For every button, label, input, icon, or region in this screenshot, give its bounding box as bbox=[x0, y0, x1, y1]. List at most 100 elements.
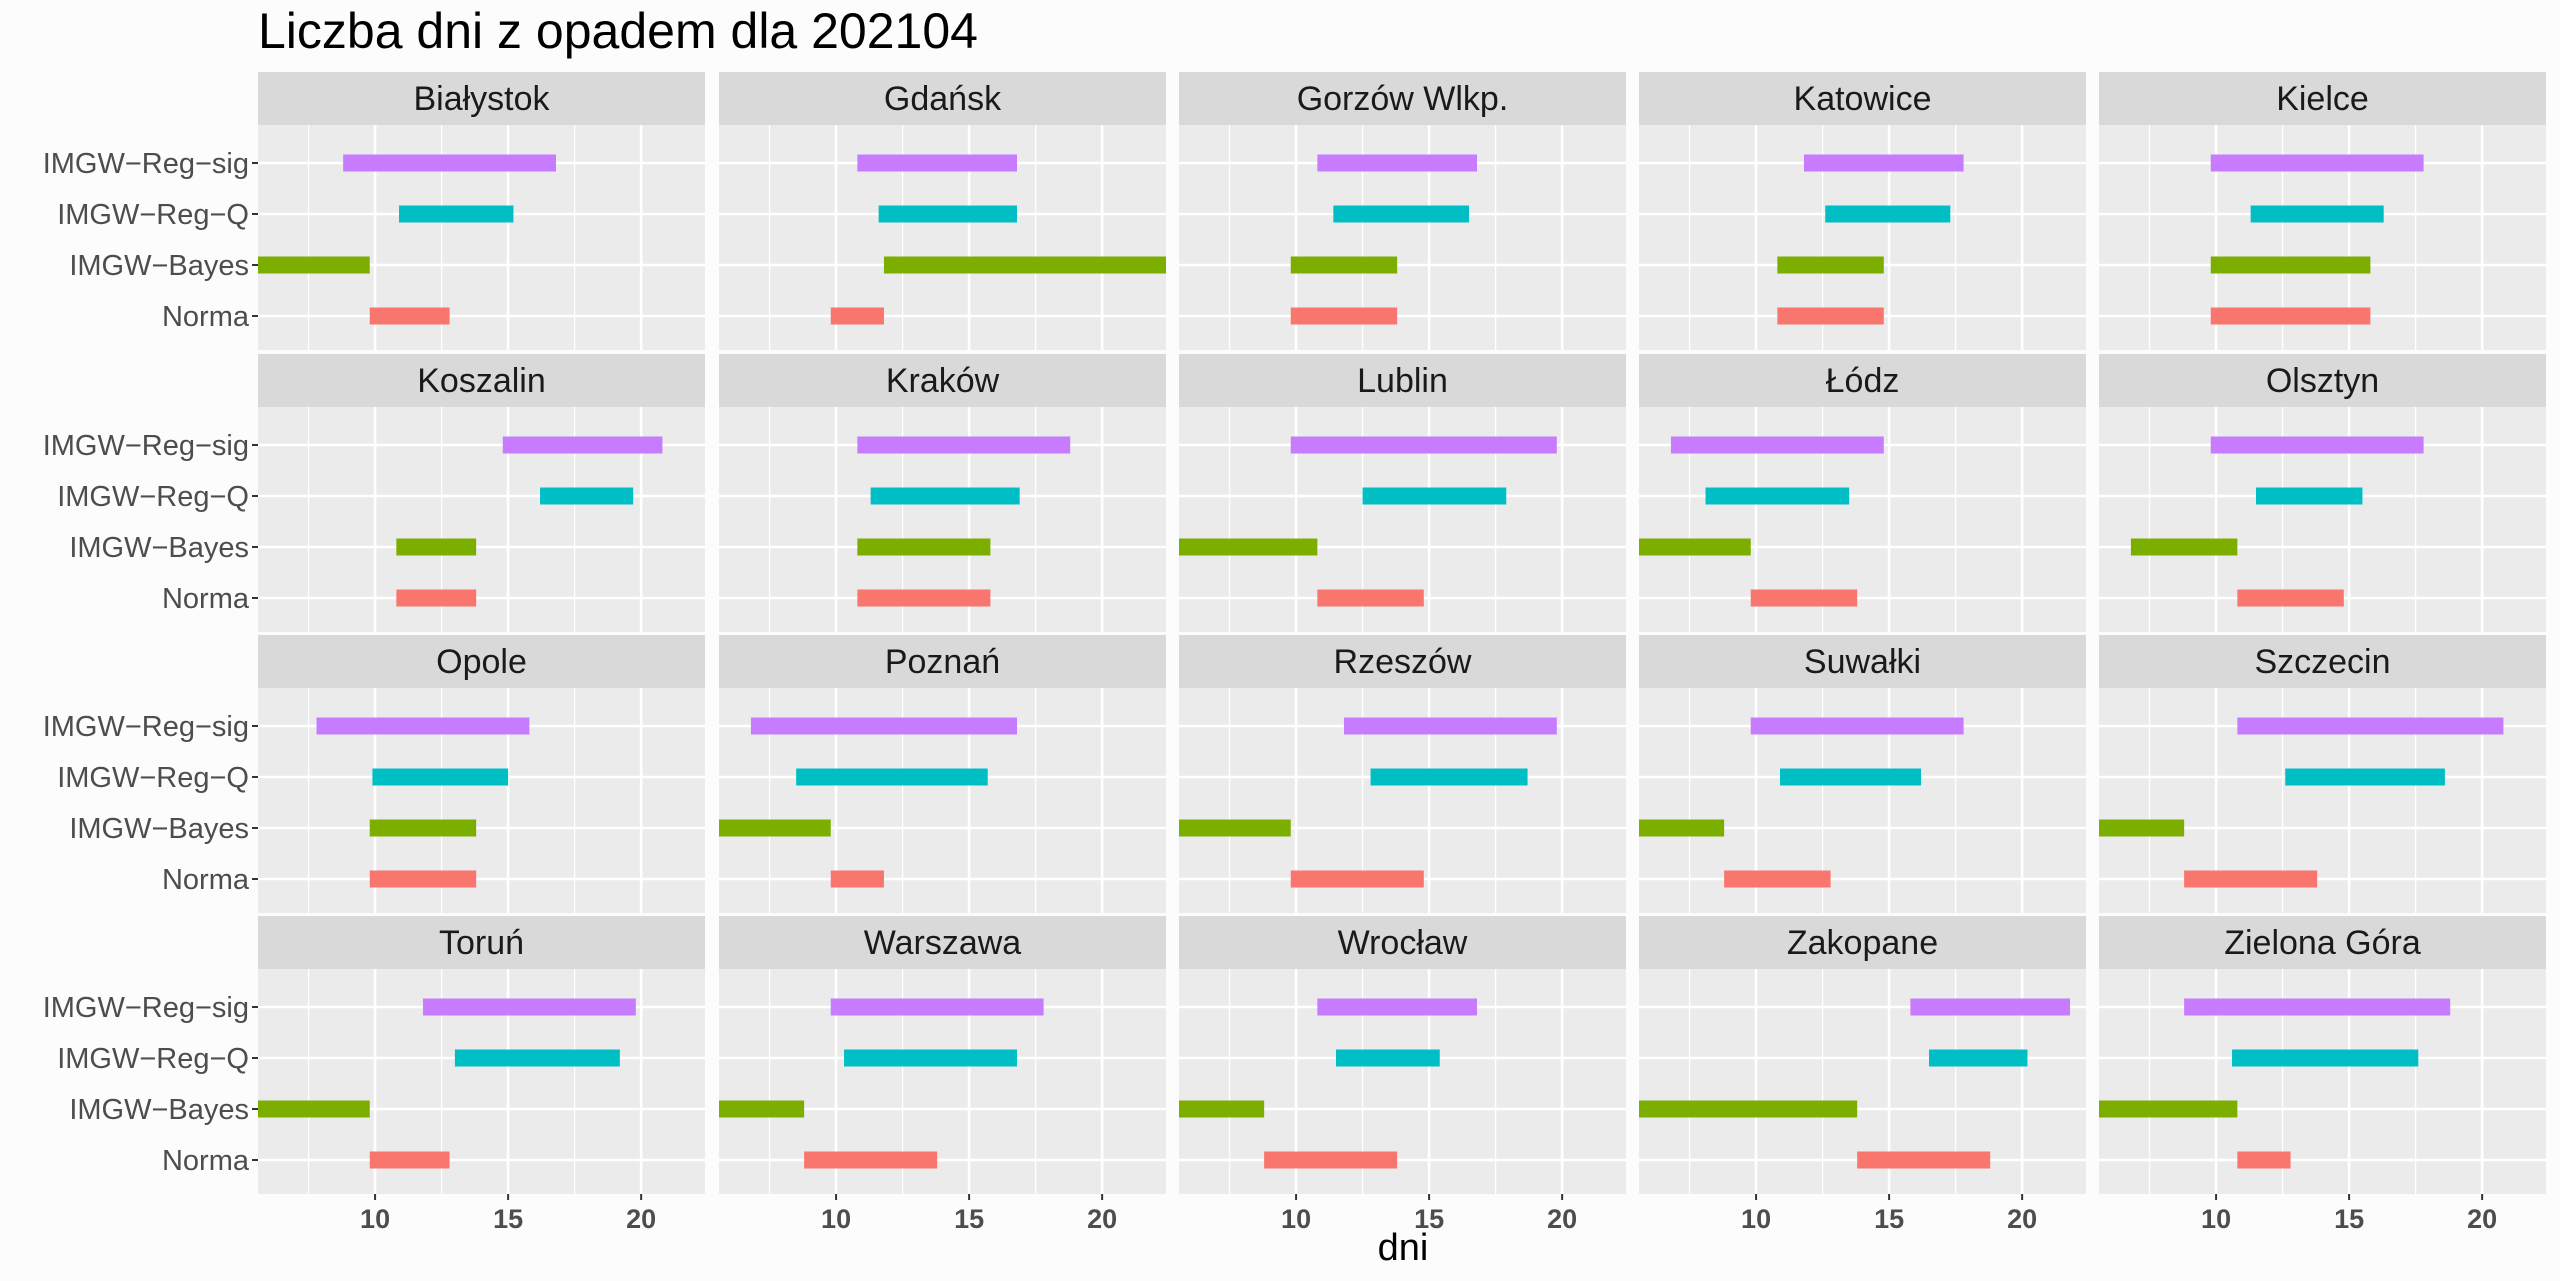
panel-rzeszow: Rzeszów bbox=[1179, 635, 1626, 913]
bar-imgw-reg-q bbox=[372, 768, 509, 786]
bar-imgw-reg-sig bbox=[1343, 717, 1557, 735]
bar-imgw-reg-q bbox=[1362, 487, 1507, 505]
panel-opole: Opole IMGW−Reg−sig IMGW−Reg−Q IMGW−Bayes Nor… bbox=[43, 635, 705, 913]
bar-norma bbox=[857, 589, 991, 607]
panel-poznan: Poznań bbox=[719, 635, 1166, 913]
bar-imgw-reg-sig bbox=[1803, 154, 1964, 172]
bar-imgw-bayes bbox=[2099, 1100, 2238, 1118]
panel-zielona-gora: Zielona Góra 10 15 20 bbox=[2099, 916, 2546, 1234]
panel-warszawa: Warszawa 10 15 20 bbox=[719, 916, 1166, 1234]
bar-imgw-reg-q bbox=[2285, 768, 2445, 786]
bar-imgw-bayes bbox=[1639, 819, 1725, 837]
panel-strip bbox=[258, 354, 705, 407]
bar-imgw-reg-q bbox=[540, 487, 634, 505]
bar-imgw-bayes bbox=[719, 1100, 805, 1118]
bar-norma bbox=[1857, 1151, 1991, 1169]
bar-imgw-bayes bbox=[883, 256, 1166, 274]
bar-norma bbox=[1317, 589, 1424, 607]
panel-title-kielce: Kielce bbox=[2276, 80, 2369, 118]
y-tick-label: IMGW−Bayes bbox=[69, 532, 249, 564]
bar-imgw-reg-q bbox=[796, 768, 988, 786]
y-tick-label: IMGW−Reg−sig bbox=[43, 992, 249, 1024]
panel-title-bialystok: Białystok bbox=[413, 80, 550, 118]
panel-strip bbox=[1179, 916, 1626, 969]
x-tick-label: 15 bbox=[1874, 1204, 1904, 1234]
bar-norma bbox=[396, 589, 477, 607]
panel-strip bbox=[2099, 354, 2546, 407]
bar-norma bbox=[2210, 307, 2371, 325]
bar-imgw-reg-sig bbox=[1317, 998, 1477, 1016]
bar-imgw-reg-sig bbox=[2210, 436, 2424, 454]
x-tick-label: 10 bbox=[1281, 1204, 1311, 1234]
bar-norma bbox=[830, 870, 884, 888]
panel-strip bbox=[1639, 916, 2086, 969]
bar-imgw-bayes bbox=[258, 1100, 370, 1118]
bar-imgw-reg-q bbox=[399, 205, 514, 223]
bar-imgw-reg-sig bbox=[2237, 717, 2504, 735]
panel-strip bbox=[1639, 635, 2086, 688]
x-tick-label: 15 bbox=[1414, 1204, 1444, 1234]
bar-imgw-bayes bbox=[396, 538, 477, 556]
panel-koszalin: Koszalin IMGW−Reg−sig IMGW−Reg−Q IMGW−Bayes… bbox=[43, 354, 705, 632]
bar-imgw-reg-sig bbox=[857, 436, 1071, 454]
panel-title-warszawa: Warszawa bbox=[864, 924, 1022, 962]
bar-imgw-bayes bbox=[1179, 819, 1291, 837]
bar-norma bbox=[1264, 1151, 1398, 1169]
y-tick-label: IMGW−Reg−Q bbox=[57, 481, 249, 513]
panel-suwalki: Suwałki bbox=[1639, 635, 2086, 913]
bar-imgw-bayes bbox=[1179, 1100, 1265, 1118]
bar-norma bbox=[804, 1151, 938, 1169]
panel-title-gdansk: Gdańsk bbox=[884, 80, 1002, 118]
x-tick-label: 10 bbox=[821, 1204, 851, 1234]
bar-imgw-reg-sig bbox=[1750, 717, 1964, 735]
bar-imgw-bayes bbox=[258, 256, 370, 274]
panel-strip bbox=[719, 916, 1166, 969]
panel-title-katowice: Katowice bbox=[1794, 80, 1932, 118]
panel-lodz: Łódz bbox=[1639, 354, 2086, 632]
bar-imgw-reg-sig bbox=[2184, 998, 2451, 1016]
bar-imgw-reg-sig bbox=[830, 998, 1044, 1016]
panel-title-olsztyn: Olsztyn bbox=[2266, 362, 2379, 400]
panel-title-torun: Toruń bbox=[439, 924, 524, 962]
y-tick-label: Norma bbox=[162, 1145, 250, 1177]
panel-gdansk: Gdańsk bbox=[719, 72, 1166, 350]
bar-imgw-reg-q bbox=[454, 1049, 620, 1067]
x-tick-label: 10 bbox=[1741, 1204, 1771, 1234]
y-tick-label: IMGW−Bayes bbox=[69, 1094, 249, 1126]
panel-wroclaw: Wrocław 10 15 20 bbox=[1179, 916, 1626, 1234]
bar-imgw-bayes bbox=[2210, 256, 2371, 274]
panel-strip bbox=[719, 354, 1166, 407]
panel-strip bbox=[719, 72, 1166, 125]
bar-imgw-reg-sig bbox=[1910, 998, 2071, 1016]
panel-strip bbox=[2099, 635, 2546, 688]
y-tick-label: IMGW−Reg−sig bbox=[43, 430, 249, 462]
bar-imgw-reg-sig bbox=[2210, 154, 2424, 172]
y-tick-label: IMGW−Reg−sig bbox=[43, 148, 249, 180]
panel-bialystok: Białystok IMGW−Reg−sig IMGW−Reg−Q IMGW−Baye… bbox=[43, 72, 705, 350]
x-tick-label: 15 bbox=[954, 1204, 984, 1234]
bar-norma bbox=[830, 307, 884, 325]
panel-strip bbox=[258, 635, 705, 688]
panel-zakopane: Zakopane 10 15 20 bbox=[1639, 916, 2086, 1234]
panel-strip bbox=[258, 72, 705, 125]
x-tick-label: 20 bbox=[1547, 1204, 1577, 1234]
bar-imgw-reg-q bbox=[870, 487, 1020, 505]
panel-title-suwalki: Suwałki bbox=[1804, 643, 1921, 681]
bar-imgw-reg-sig bbox=[1317, 154, 1477, 172]
x-axis-label: dni bbox=[1378, 1227, 1429, 1269]
x-tick-label: 20 bbox=[2467, 1204, 2497, 1234]
panel-lublin: Lublin bbox=[1179, 354, 1626, 632]
panel-kielce: Kielce bbox=[2099, 72, 2546, 350]
bar-imgw-reg-q bbox=[2232, 1049, 2419, 1067]
bar-imgw-bayes bbox=[1639, 538, 1751, 556]
bar-imgw-bayes bbox=[1639, 1100, 1858, 1118]
bar-imgw-reg-q bbox=[2255, 487, 2363, 505]
bar-norma bbox=[1290, 870, 1424, 888]
y-tick-label: IMGW−Reg−Q bbox=[57, 762, 249, 794]
bar-norma bbox=[369, 870, 477, 888]
y-tick-label: Norma bbox=[162, 583, 250, 615]
panel-strip bbox=[1179, 72, 1626, 125]
y-tick-label: IMGW−Reg−Q bbox=[57, 1043, 249, 1075]
x-tick-label: 20 bbox=[1087, 1204, 1117, 1234]
